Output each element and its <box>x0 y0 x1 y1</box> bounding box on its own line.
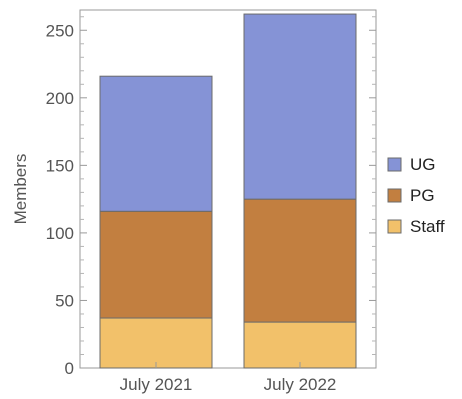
legend-label-pg: PG <box>410 186 435 205</box>
legend-swatch-pg <box>387 188 402 203</box>
bar-staff-1 <box>99 317 213 369</box>
legend: UG PG Staff <box>387 155 445 236</box>
x-tick-label: July 2022 <box>264 375 337 394</box>
plot-frame <box>79 9 377 369</box>
y-tick-label: 100 <box>46 224 74 243</box>
bar-pg-1 <box>99 210 213 319</box>
y-tick-label: 0 <box>65 359 74 378</box>
chart-axes: July 2021 July 2022 0 50 100 150 200 250 <box>46 16 376 394</box>
chart-marks <box>99 13 357 369</box>
bar-ug-2 <box>243 13 357 200</box>
legend-swatch-staff <box>387 219 402 234</box>
bar-staff-2 <box>243 321 357 369</box>
y-tick-label: 50 <box>55 291 74 310</box>
y-axis-title: Members <box>11 154 30 225</box>
legend-swatch-ug <box>387 157 402 172</box>
y-tick-label: 150 <box>46 156 74 175</box>
y-tick-label: 250 <box>46 21 74 40</box>
legend-label-staff: Staff <box>410 217 445 236</box>
bar-pg-2 <box>243 198 357 323</box>
y-tick-label: 200 <box>46 89 74 108</box>
bar-ug-1 <box>99 75 213 212</box>
legend-label-ug: UG <box>410 155 436 174</box>
x-tick-label: July 2021 <box>120 375 193 394</box>
